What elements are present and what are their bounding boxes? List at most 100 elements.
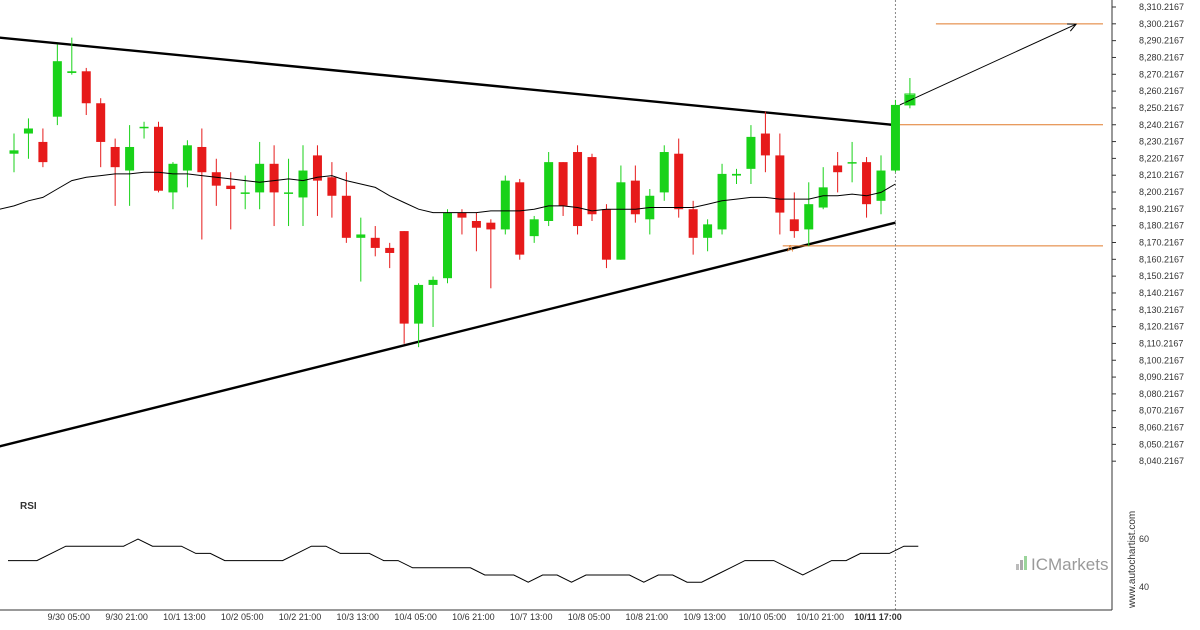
candle-body [789, 219, 799, 232]
candle-body [125, 146, 135, 171]
price-tick-label: 8,220.2167 [1139, 153, 1184, 163]
price-tick-label: 8,300.2167 [1139, 19, 1184, 29]
candle-body [154, 126, 163, 191]
moving-average-line [0, 171, 896, 214]
rsi-panel: RSI 60 40 [8, 501, 1149, 607]
candle-body [804, 204, 814, 230]
candle-body [544, 162, 554, 221]
rsi-tick-label: 60 [1139, 534, 1149, 544]
rsi-tick-label: 40 [1139, 582, 1149, 592]
candle-body [211, 172, 221, 186]
candle-body [876, 170, 886, 201]
candle-body [471, 220, 481, 228]
price-tick-label: 8,120.2167 [1139, 322, 1184, 332]
price-tick-label: 8,090.2167 [1139, 372, 1184, 382]
candle-body [674, 153, 684, 210]
price-tick-label: 8,290.2167 [1139, 36, 1184, 46]
time-tick-label: 10/8 05:00 [568, 612, 611, 622]
candle-body [341, 195, 351, 238]
price-tick-label: 8,230.2167 [1139, 137, 1184, 147]
candle-body [226, 185, 236, 190]
moving-average [0, 171, 896, 214]
candle-body [385, 247, 395, 253]
support-line [0, 221, 896, 448]
candle-body [760, 133, 770, 156]
time-tick-label: 9/30 21:00 [105, 612, 148, 622]
candle-body [197, 146, 207, 173]
candle-body [515, 182, 525, 255]
point-label-a: A [787, 243, 793, 253]
rsi-title: RSI [20, 501, 37, 512]
price-tick-label: 8,070.2167 [1139, 406, 1184, 416]
price-tick-label: 8,100.2167 [1139, 355, 1184, 365]
time-tick-label: 10/4 05:00 [394, 612, 437, 622]
resistance-line [0, 36, 896, 127]
candle-body [732, 173, 741, 176]
time-tick-label: 10/2 21:00 [279, 612, 322, 622]
candle-body [255, 163, 265, 193]
candle-body [327, 177, 337, 196]
candle-body [529, 219, 539, 237]
candle-body [862, 162, 872, 205]
candle-body [23, 128, 33, 134]
candle-body [630, 180, 640, 215]
candle-body [775, 155, 785, 213]
watermark-url: www.autochartist.com [1127, 511, 1138, 609]
candle-body [500, 180, 510, 230]
candle-body [110, 146, 120, 168]
candle-body [52, 61, 62, 117]
price-tick-label: 8,200.2167 [1139, 187, 1184, 197]
candle-body [890, 104, 900, 171]
target-projection [899, 23, 1078, 106]
candle-body [818, 187, 828, 208]
candle-body [688, 209, 698, 238]
price-tick-label: 8,190.2167 [1139, 204, 1184, 214]
candle-body [298, 170, 308, 198]
candle-body [168, 163, 178, 193]
candle-body [659, 152, 669, 193]
candle-body [457, 212, 467, 218]
time-tick-label: 10/1 13:00 [163, 612, 206, 622]
time-tick-label: 10/3 13:00 [337, 612, 380, 622]
price-tick-label: 8,150.2167 [1139, 271, 1184, 281]
candle-body [486, 222, 496, 230]
price-tick-label: 8,140.2167 [1139, 288, 1184, 298]
candle-body [414, 284, 424, 324]
price-tick-label: 8,110.2167 [1139, 338, 1183, 348]
price-tick-label: 8,080.2167 [1139, 389, 1184, 399]
triangle-pattern: A [0, 0, 1103, 612]
brand-name: ICMarkets [1031, 555, 1108, 574]
price-tick-label: 8,270.2167 [1139, 69, 1184, 79]
candle-body [443, 212, 452, 279]
candles [9, 37, 915, 348]
time-tick-label: 10/8 21:00 [626, 612, 669, 622]
target-arrow-line [899, 23, 1077, 106]
candle-body [284, 192, 294, 194]
price-tick-label: 8,310.2167 [1139, 2, 1184, 12]
projected-candle [904, 93, 916, 106]
candle-body [269, 163, 279, 193]
price-tick-label: 8,260.2167 [1139, 86, 1184, 96]
time-tick-label: 10/10 21:00 [796, 612, 844, 622]
candle-body [847, 162, 857, 164]
price-tick-label: 8,060.2167 [1139, 423, 1184, 433]
time-tick-label: 10/10 05:00 [739, 612, 787, 622]
time-tick-label: 10/7 13:00 [510, 612, 553, 622]
candle-body [833, 165, 843, 173]
time-tick-label: 9/30 05:00 [48, 612, 91, 622]
brand-logo-icon [1016, 556, 1027, 570]
price-tick-label: 8,050.2167 [1139, 439, 1184, 449]
time-tick-label: 10/11 17:00 [854, 612, 902, 622]
time-tick-label: 10/2 05:00 [221, 612, 264, 622]
time-axis: 9/30 05:00 9/30 21:00 10/1 13:00 10/2 05:00… [0, 609, 1112, 622]
candle-body [587, 157, 597, 215]
price-tick-label: 8,160.2167 [1139, 254, 1184, 264]
candle-body [139, 126, 149, 129]
candle-body [240, 192, 250, 194]
candle-body [38, 141, 48, 163]
candle-body [356, 234, 366, 238]
candle-body [746, 136, 756, 169]
candle-body [601, 209, 611, 260]
target-arrow-head [1067, 23, 1078, 32]
